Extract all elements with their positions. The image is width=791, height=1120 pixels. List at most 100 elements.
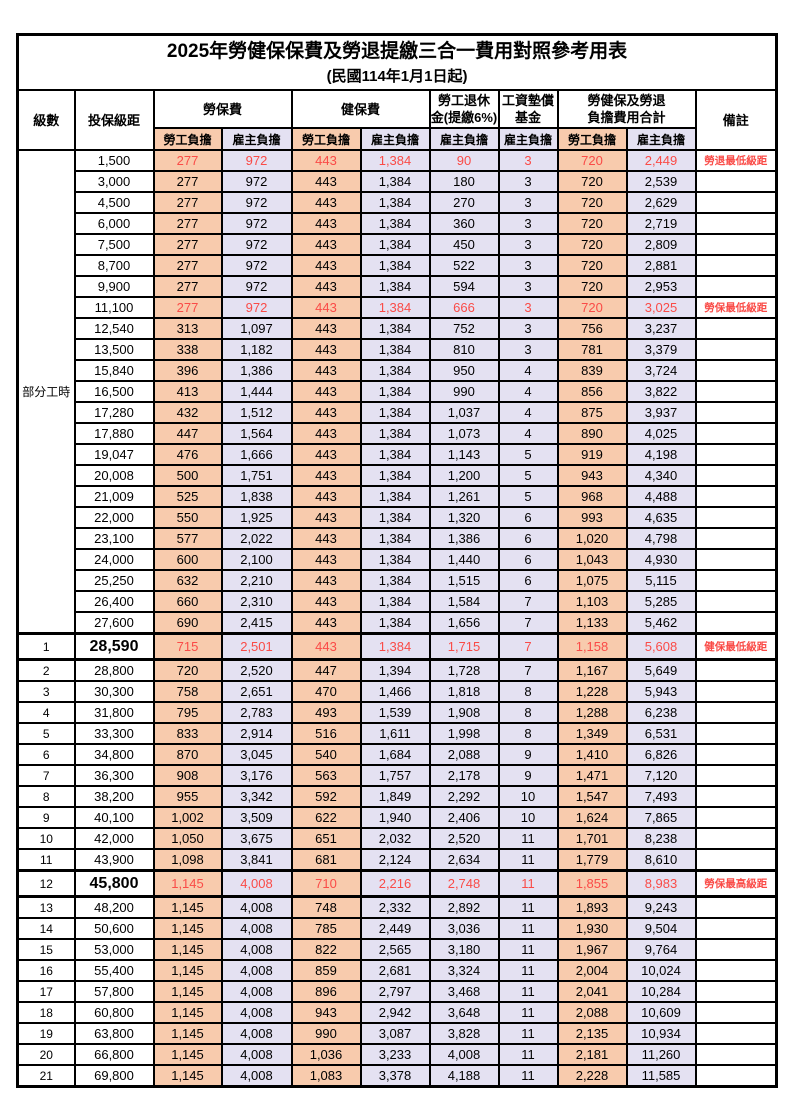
table-row: 21 69,800 1,145 4,008 1,083 3,378 4,188 11 2,228…: [16, 1064, 778, 1088]
total-employer-cell: 10,934: [625, 1022, 697, 1045]
pension-employer-cell: 3,180: [428, 938, 500, 961]
table-row: 17,880 447 1,564 443 1,384 1,073 4 890 4,025: [18, 422, 778, 445]
health-employer-cell: 1,384: [359, 170, 431, 193]
total-employer-cell: 4,930: [625, 548, 697, 571]
wage-fund-label-line2: 基金: [514, 110, 541, 125]
health-employer-cell: 1,384: [359, 590, 431, 613]
health-employer-cell: 1,539: [359, 701, 431, 724]
total-employer-cell: 5,608: [625, 632, 697, 661]
table-row: 8,700 277 972 443 1,384 522 3 720 2,881: [18, 254, 778, 277]
health-employee-cell: 443: [290, 422, 362, 445]
remark-cell: [694, 191, 778, 214]
health-employer-cell: 1,384: [359, 569, 431, 592]
labor-employee-cell: 313: [152, 317, 223, 340]
table-row: 7,500 277 972 443 1,384 450 3 720 2,809: [18, 233, 778, 256]
remark-cell: [694, 338, 778, 361]
labor-employer-cell: 3,841: [220, 848, 293, 872]
health-employer-cell: 1,384: [359, 233, 431, 256]
remark-cell: 健保最低級距: [694, 632, 778, 661]
total-employer-cell: 7,865: [625, 806, 697, 829]
labor-employer-cell: 972: [220, 296, 293, 319]
labor-employer-cell: 1,097: [220, 317, 293, 340]
bracket-cell: 11,100: [73, 296, 155, 319]
pension-employer-cell: 1,584: [428, 590, 500, 613]
labor-employee-cell: 500: [152, 464, 223, 487]
total-employer-cell: 4,340: [625, 464, 697, 487]
total-employee-cell: 1,349: [556, 722, 628, 745]
total-label-line1: 勞健保及勞退: [587, 93, 666, 108]
pension-employer-cell: 1,818: [428, 680, 500, 703]
bracket-cell: 43,900: [73, 848, 155, 872]
wage-fund-employer-cell: 10: [497, 806, 559, 829]
labor-employee-cell: 1,002: [152, 806, 223, 829]
health-employee-cell: 785: [290, 917, 362, 940]
total-employer-cell: 5,285: [625, 590, 697, 613]
labor-employer-cell: 972: [220, 212, 293, 235]
table-row: 1 28,590 715 2,501 443 1,384 1,715 7 1,158 5,608 健…: [16, 632, 778, 661]
remark-cell: [694, 701, 778, 724]
labor-employer-cell: 972: [220, 170, 293, 193]
health-employee-cell: 443: [290, 548, 362, 571]
total-employee-cell: 890: [556, 422, 628, 445]
bracket-cell: 45,800: [73, 869, 155, 898]
pension-employer-cell: 3,828: [428, 1022, 500, 1045]
total-employer-cell: 2,539: [625, 170, 697, 193]
pension-label-line2: 金(提繳6%): [430, 110, 498, 125]
remark-cell: [694, 170, 778, 193]
remark-cell: 勞保最高級距: [694, 869, 778, 898]
labor-employer-cell: 972: [220, 254, 293, 277]
total-employer-cell: 9,764: [625, 938, 697, 961]
level-cell: 4: [16, 701, 76, 724]
page-subtitle: (民國114年1月1日起): [326, 67, 468, 85]
labor-employee-cell: 577: [152, 527, 223, 550]
pension-employer-cell: 594: [428, 275, 500, 298]
health-employer-cell: 1,940: [359, 806, 431, 829]
table-row: 27,600 690 2,415 443 1,384 1,656 7 1,133 5,462: [18, 611, 778, 635]
total-employee-cell: 1,410: [556, 743, 628, 766]
health-employee-cell: 443: [290, 191, 362, 214]
bracket-cell: 12,540: [73, 317, 155, 340]
labor-employer-cell: 1,925: [220, 506, 293, 529]
wage-fund-employer-cell: 11: [497, 917, 559, 940]
wage-fund-employer-cell: 7: [497, 611, 559, 635]
health-employee-cell: 859: [290, 959, 362, 982]
remark-cell: [694, 506, 778, 529]
labor-employee-cell: 660: [152, 590, 223, 613]
total-employee-cell: 1,075: [556, 569, 628, 592]
health-employee-cell: 1,036: [290, 1043, 362, 1066]
wage-fund-employer-cell: 8: [497, 680, 559, 703]
pension-employer-cell: 522: [428, 254, 500, 277]
total-employer-cell: 4,198: [625, 443, 697, 466]
health-employee-cell: 990: [290, 1022, 362, 1045]
bracket-cell: 9,900: [73, 275, 155, 298]
table-row: 15 53,000 1,145 4,008 822 2,565 3,180 11 1,967 9,…: [16, 938, 778, 961]
labor-employee-cell: 1,145: [152, 959, 223, 982]
wage-fund-employer-cell: 5: [497, 485, 559, 508]
health-employer-cell: 1,384: [359, 548, 431, 571]
pension-label-line1: 勞工退休: [437, 93, 490, 108]
total-employer-cell: 10,609: [625, 1001, 697, 1024]
labor-employer-cell: 4,008: [220, 917, 293, 940]
level-cell: 3: [16, 680, 76, 703]
wage-fund-employer-cell: 5: [497, 464, 559, 487]
health-employer-cell: 1,466: [359, 680, 431, 703]
col-header-remark: 備註: [694, 89, 778, 151]
table-row: 19,047 476 1,666 443 1,384 1,143 5 919 4,198: [18, 443, 778, 466]
health-employer-cell: 2,942: [359, 1001, 431, 1024]
total-employer-cell: 9,243: [625, 895, 697, 919]
total-employer-cell: 2,449: [625, 149, 697, 172]
health-employer-cell: 2,681: [359, 959, 431, 982]
wage-fund-employer-cell: 3: [497, 170, 559, 193]
total-employee-cell: 919: [556, 443, 628, 466]
total-employee-cell: 2,041: [556, 980, 628, 1003]
health-employee-cell: 443: [290, 233, 362, 256]
level-cell: 20: [16, 1043, 76, 1066]
health-employee-cell: 563: [290, 764, 362, 787]
wage-fund-employer-cell: 8: [497, 701, 559, 724]
table-row: 12,540 313 1,097 443 1,384 752 3 756 3,237: [18, 317, 778, 340]
total-employer-cell: 2,719: [625, 212, 697, 235]
health-employer-cell: 2,216: [359, 869, 431, 898]
wage-fund-employer-cell: 9: [497, 764, 559, 787]
total-employer-cell: 4,635: [625, 506, 697, 529]
health-employer-cell: 3,087: [359, 1022, 431, 1045]
